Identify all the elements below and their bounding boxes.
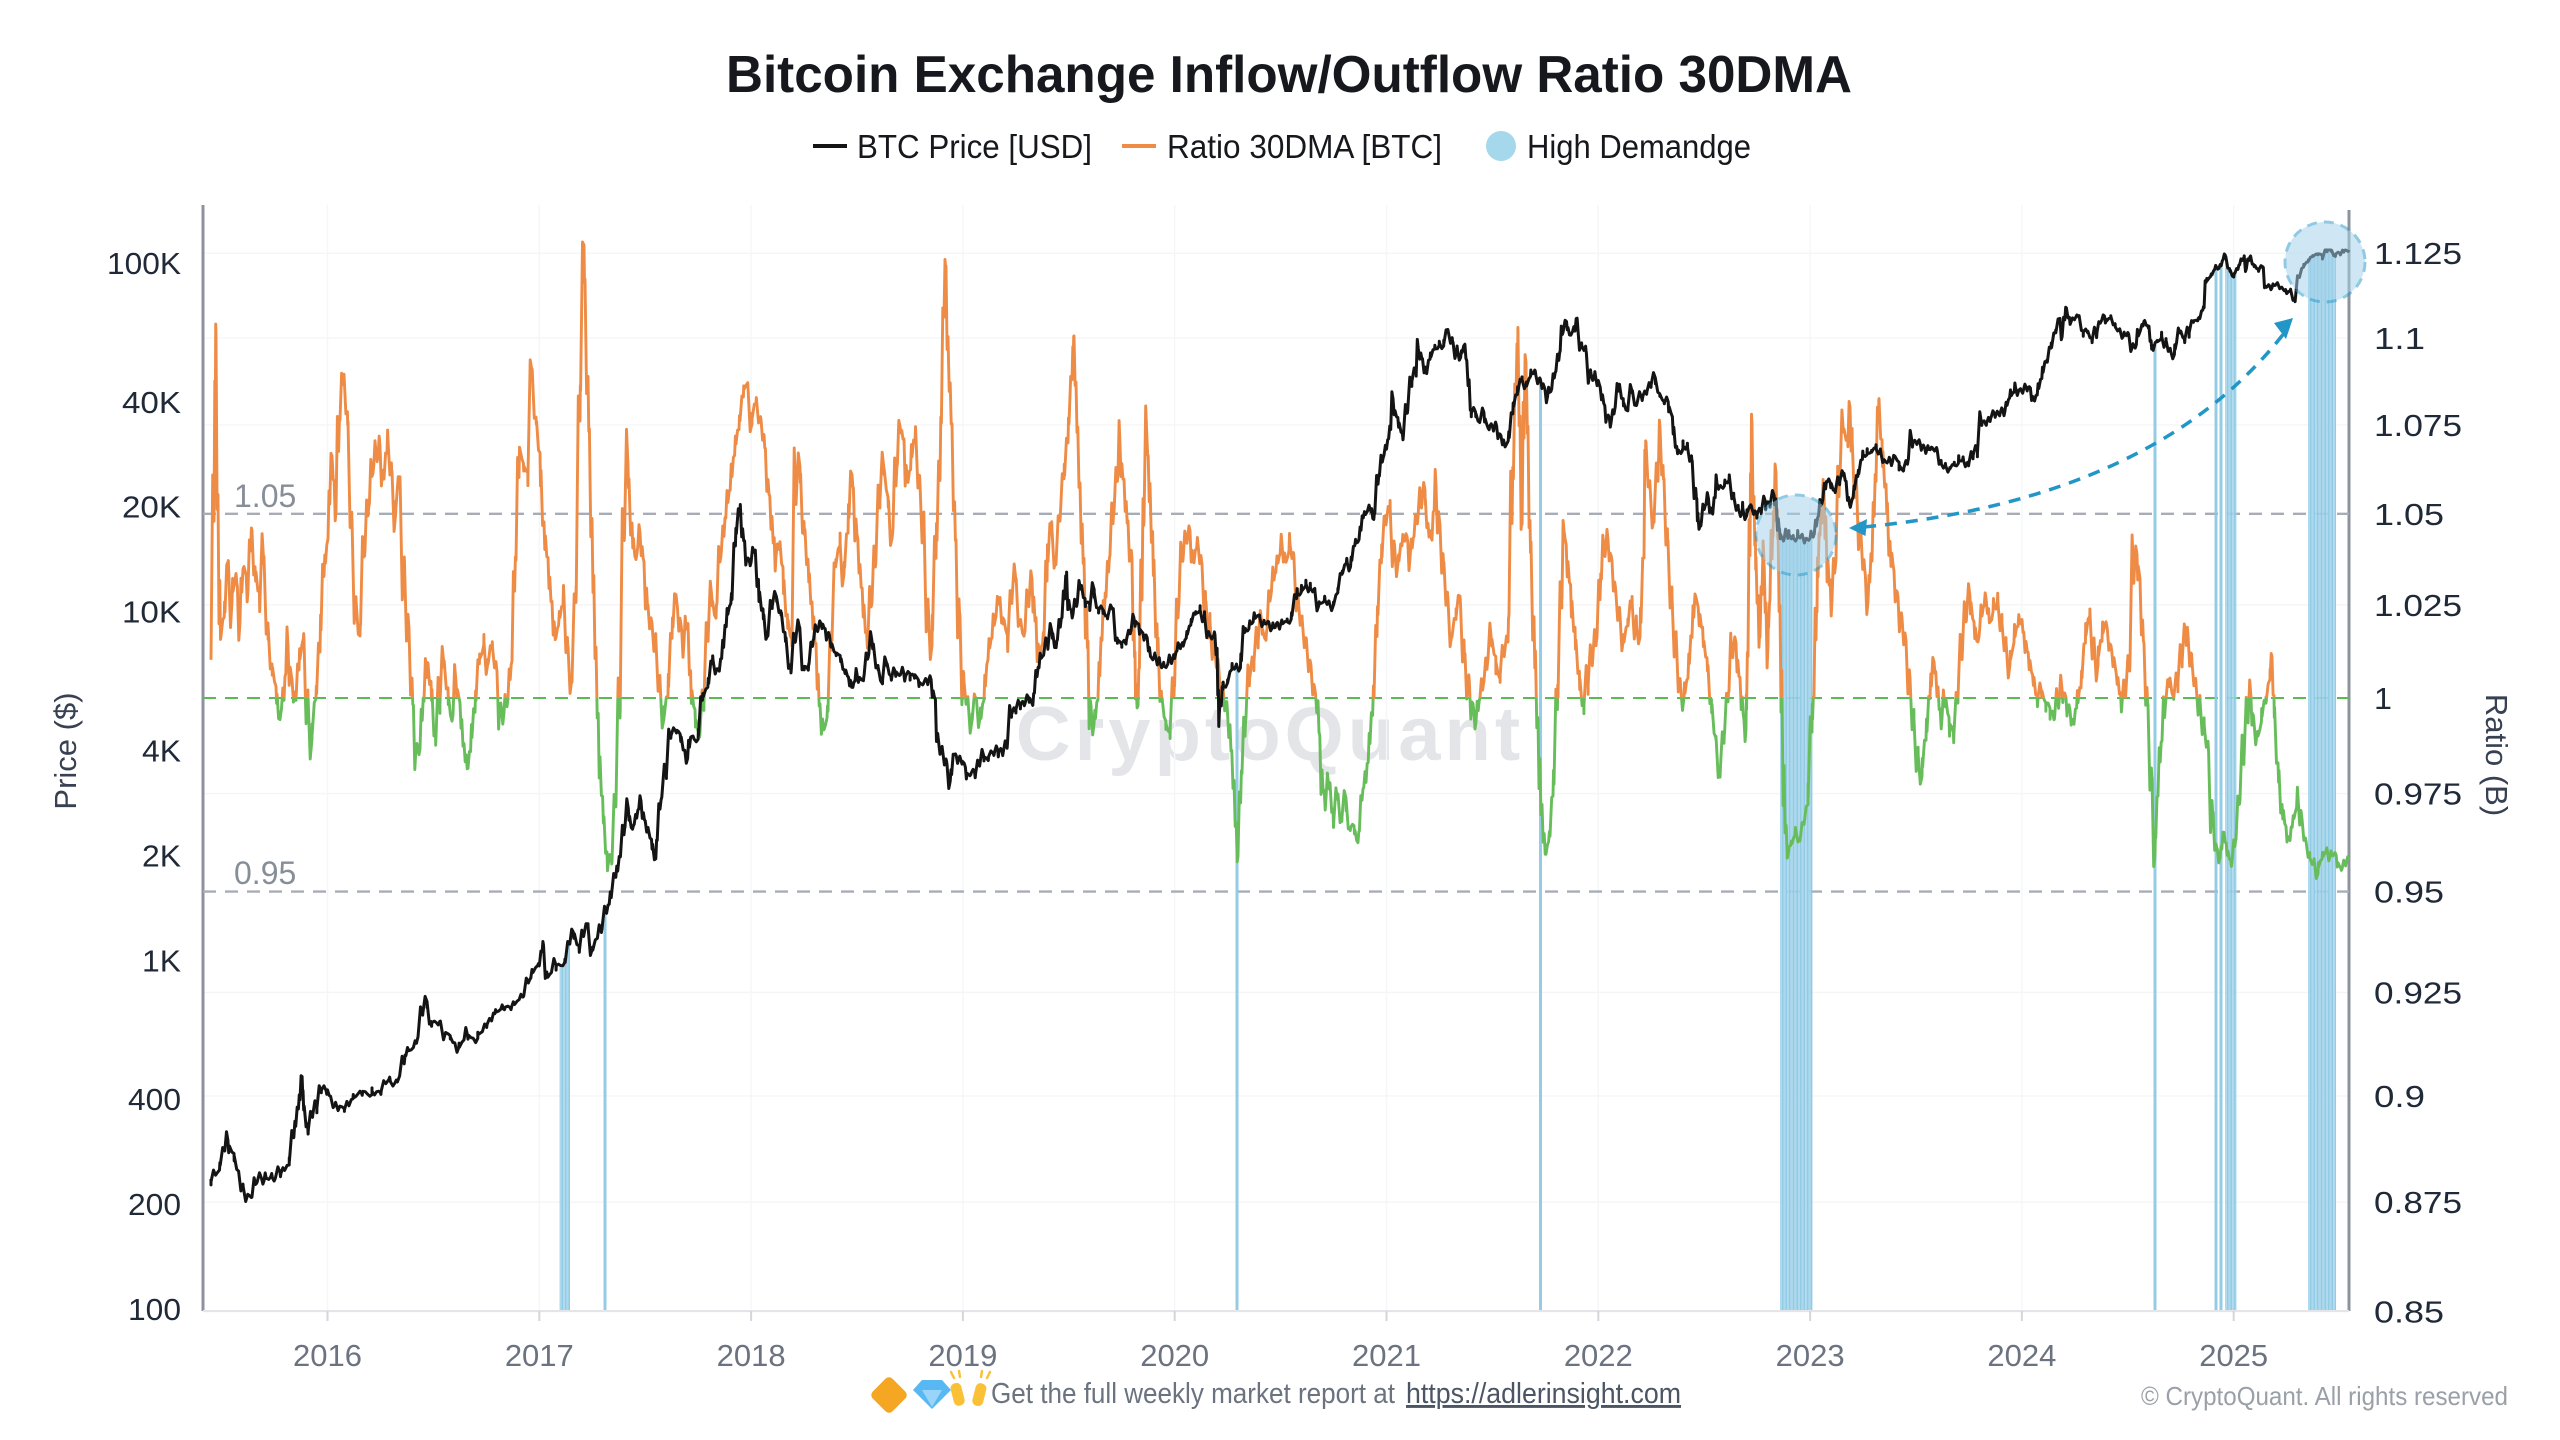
svg-text:400: 400 (128, 1082, 181, 1117)
svg-text:4K: 4K (142, 734, 181, 769)
svg-text:1.05: 1.05 (234, 478, 296, 514)
svg-text:1K: 1K (142, 943, 181, 978)
svg-text:200: 200 (128, 1187, 181, 1222)
svg-text:2K: 2K (142, 838, 181, 873)
svg-text:BTC Price [USD]: BTC Price [USD] (857, 128, 1092, 165)
svg-text:0.975: 0.975 (2374, 777, 2462, 812)
svg-text:2017: 2017 (505, 1338, 574, 1373)
svg-text:1.025: 1.025 (2374, 588, 2462, 623)
svg-text:1: 1 (2374, 681, 2392, 716)
svg-text:© CryptoQuant. All rights rese: © CryptoQuant. All rights reserved (2141, 1381, 2508, 1411)
svg-text:Bitcoin Exchange Inflow/Outflo: Bitcoin Exchange Inflow/Outflow Ratio 30… (726, 46, 1852, 104)
svg-text:0.95: 0.95 (234, 855, 296, 891)
svg-text:2021: 2021 (1352, 1338, 1421, 1373)
svg-text:2019: 2019 (928, 1338, 997, 1373)
svg-text:High Demandge: High Demandge (1527, 128, 1751, 165)
svg-text:20K: 20K (122, 490, 181, 525)
svg-text:40K: 40K (122, 385, 181, 420)
svg-text:0.9: 0.9 (2374, 1079, 2425, 1114)
svg-text:1.05: 1.05 (2374, 497, 2444, 532)
svg-text:2022: 2022 (1564, 1338, 1633, 1373)
svg-text:1.1: 1.1 (2374, 321, 2425, 356)
svg-text:10K: 10K (122, 595, 181, 630)
svg-text:100: 100 (128, 1292, 181, 1327)
svg-text:2020: 2020 (1140, 1338, 1209, 1373)
svg-text:Get the full weekly market rep: Get the full weekly market report at (991, 1378, 1395, 1410)
svg-text:CryptoQuant: CryptoQuant (1016, 692, 1524, 777)
svg-text:2023: 2023 (1776, 1338, 1845, 1373)
svg-text:Ratio 30DMA [BTC]: Ratio 30DMA [BTC] (1167, 128, 1442, 165)
svg-text:0.925: 0.925 (2374, 975, 2462, 1010)
svg-text:2018: 2018 (717, 1338, 786, 1373)
svg-text:1.075: 1.075 (2374, 408, 2462, 443)
svg-text:2024: 2024 (1987, 1338, 2056, 1373)
svg-text:0.95: 0.95 (2374, 875, 2444, 910)
svg-text:Price ($): Price ($) (48, 692, 83, 809)
svg-text:2016: 2016 (293, 1338, 362, 1373)
svg-text:2025: 2025 (2199, 1338, 2268, 1373)
svg-text:100K: 100K (107, 246, 181, 281)
svg-text:https://adlerinsight.com: https://adlerinsight.com (1406, 1378, 1681, 1410)
svg-text:0.85: 0.85 (2374, 1295, 2444, 1330)
svg-text:0.875: 0.875 (2374, 1185, 2462, 1220)
svg-text:1.125: 1.125 (2374, 236, 2462, 271)
svg-text:Ratio (B): Ratio (B) (2479, 694, 2514, 816)
